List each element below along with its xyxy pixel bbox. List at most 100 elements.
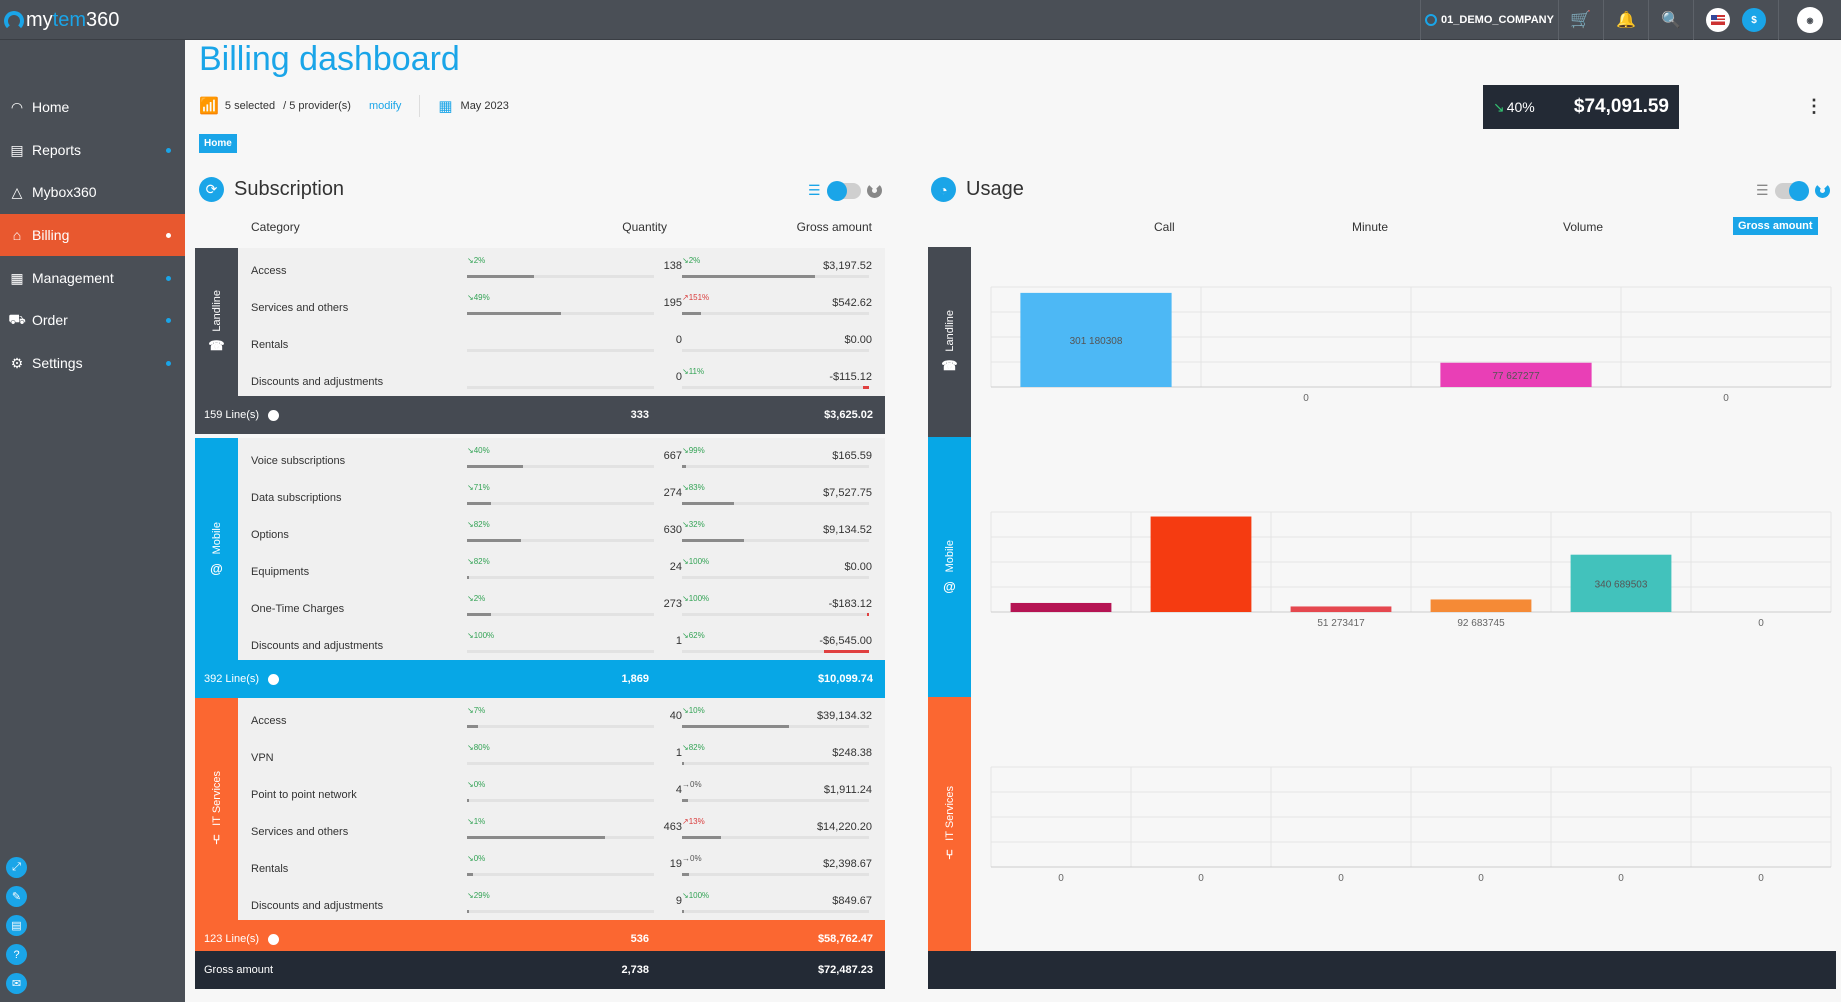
quantity-trend: ↘1% [467, 817, 485, 826]
group-total-amount: $10,099.74 [817, 673, 873, 685]
gross-total: $72,487.23 [817, 964, 873, 976]
sidebar-item-billing[interactable]: ⌂ Billing [0, 214, 185, 256]
user-settings[interactable]: $ [1693, 0, 1778, 40]
table-row[interactable]: Options ↘82% 630 ↘32% $9,134.52 [238, 512, 885, 549]
table-row[interactable]: Services and others ↘1% 463 ↗13% $14,220.20 [238, 809, 885, 846]
pie-view-icon[interactable] [1814, 183, 1830, 198]
breadcrumb-home[interactable]: Home [199, 134, 237, 153]
list-view-icon[interactable]: ☰ [1756, 182, 1769, 198]
sidebar-item-settings[interactable]: ⚙ Settings [0, 342, 185, 384]
table-row[interactable]: Rentals 0 $0.00 [238, 322, 885, 359]
amount-bar [682, 799, 869, 802]
row-category: Point to point network [251, 789, 357, 801]
submenu-indicator [166, 147, 171, 153]
info-icon[interactable] [268, 933, 280, 945]
tab-minute[interactable]: Minute [1352, 220, 1389, 234]
line-count-label: 159 Line(s) [204, 409, 260, 421]
quantity-trend-value: 82% [473, 520, 490, 529]
group-name: Mobile [943, 540, 956, 573]
table-row[interactable]: Discounts and adjustments ↘100% 1 ↘62% -$6,5… [238, 623, 885, 660]
row-quantity: 24 [669, 561, 682, 573]
bar[interactable] [1010, 602, 1112, 612]
bar[interactable] [1290, 606, 1392, 612]
view-switch[interactable] [1774, 180, 1809, 201]
amount-bar-fill [682, 465, 686, 468]
quantity-bar [467, 613, 654, 616]
sidebar-item-order[interactable]: ⛟ Order [0, 299, 185, 341]
amount-bar-fill [682, 762, 684, 765]
sidebar-item-reports[interactable]: ▤ Reports [0, 129, 185, 171]
amount-bar [682, 275, 869, 278]
table-row[interactable]: Services and others ↘49% 195 ↗151% $542.62 [238, 285, 885, 322]
quantity-bar-fill [467, 873, 473, 876]
table-row[interactable]: Discounts and adjustments ↘29% 9 ↘100% $849.… [238, 883, 885, 920]
edit-icon[interactable]: ✎ [6, 886, 27, 907]
table-row[interactable]: Access ↘2% 138 ↘2% $3,197.52 [238, 248, 885, 285]
table-row[interactable]: Access ↘7% 40 ↘10% $39,134.32 [238, 698, 885, 735]
bar[interactable] [1440, 362, 1592, 387]
row-quantity: 195 [663, 297, 682, 309]
cart-button[interactable]: 🛒 [1558, 0, 1603, 40]
sidebar-item-label: Mybox360 [32, 184, 97, 200]
trend-down-icon: ↘ [682, 520, 689, 529]
bar[interactable] [1430, 599, 1532, 612]
document-icon[interactable]: ▤ [6, 915, 27, 936]
sidebar-item-management[interactable]: ▦ Management [0, 257, 185, 299]
period-label[interactable]: May 2023 [460, 100, 509, 112]
bar[interactable] [1570, 554, 1672, 612]
table-row[interactable]: One-Time Charges ↘2% 273 ↘100% -$183.12 [238, 586, 885, 623]
avatar: ◉ [1797, 7, 1823, 33]
pie-view-icon[interactable] [866, 183, 882, 198]
amount-bar [682, 836, 869, 839]
line-count[interactable]: 159 Line(s) [204, 409, 280, 421]
tab-volume[interactable]: Volume [1563, 220, 1604, 234]
sidebar-item-label: Reports [32, 142, 82, 158]
header-gross-amount: Gross amount [796, 220, 872, 234]
amount-trend-value: 100% [688, 594, 710, 603]
table-row[interactable]: Rentals ↘0% 19 →0% $2,398.67 [238, 846, 885, 883]
search-button[interactable]: 🔍 [1648, 0, 1693, 40]
amount-trend-value: 0% [690, 854, 702, 863]
table-row[interactable]: VPN ↘80% 1 ↘82% $248.38 [238, 735, 885, 772]
info-icon[interactable] [268, 673, 280, 685]
company-selector[interactable]: 01_DEMO_COMPANY [1420, 0, 1558, 40]
gross-quantity: 2,738 [621, 964, 649, 976]
calendar-icon[interactable]: ▦ [438, 98, 453, 115]
currency-badge[interactable]: $ [1742, 8, 1766, 32]
table-row[interactable]: Discounts and adjustments 0 ↘11% -$115.12 [238, 359, 885, 396]
tab-call[interactable]: Call [1154, 220, 1175, 234]
sidebar-item-home[interactable]: ◠ Home [0, 86, 185, 128]
more-menu-icon[interactable]: ⋮ [1805, 96, 1823, 116]
trend-down-icon: ↘ [467, 256, 474, 265]
help-icon[interactable]: ? [6, 944, 27, 965]
total-amount: $74,091.59 [1573, 96, 1669, 117]
table-row[interactable]: Voice subscriptions ↘40% 667 ↘99% $165.59 [238, 438, 885, 475]
amount-bar [682, 349, 869, 352]
amount-bar [682, 762, 869, 765]
header-category: Category [251, 220, 300, 234]
amount-bar [682, 725, 869, 728]
bar-label: 0 [1303, 393, 1309, 404]
alerts-button[interactable]: 🔔 [1603, 0, 1648, 40]
mail-icon[interactable]: ✉ [6, 973, 27, 994]
view-switch[interactable] [826, 180, 861, 201]
expand-icon[interactable]: ⤢ [6, 857, 27, 878]
quantity-bar [467, 725, 654, 728]
line-count[interactable]: 123 Line(s) [204, 933, 280, 945]
account-button[interactable]: ◉ [1778, 0, 1841, 40]
bar[interactable] [1150, 516, 1252, 612]
modify-link[interactable]: modify [368, 100, 402, 112]
line-count[interactable]: 392 Line(s) [204, 673, 280, 685]
table-row[interactable]: Point to point network ↘0% 4 →0% $1,911.24 [238, 772, 885, 809]
tab-gross-amount[interactable]: Gross amount [1733, 217, 1818, 235]
sidebar-item-mybox360[interactable]: △ Mybox360 [0, 171, 185, 213]
bar[interactable] [1020, 292, 1172, 387]
row-amount: $14,220.20 [816, 821, 872, 833]
list-view-icon[interactable]: ☰ [808, 182, 821, 198]
bar-label: 340 689503 [1595, 579, 1648, 590]
table-row[interactable]: Equipments ↘82% 24 ↘100% $0.00 [238, 549, 885, 586]
row-category: Discounts and adjustments [251, 640, 384, 652]
info-icon[interactable] [268, 409, 280, 421]
app-logo[interactable]: my tem 360 [4, 9, 119, 32]
table-row[interactable]: Data subscriptions ↘71% 274 ↘83% $7,527.75 [238, 475, 885, 512]
